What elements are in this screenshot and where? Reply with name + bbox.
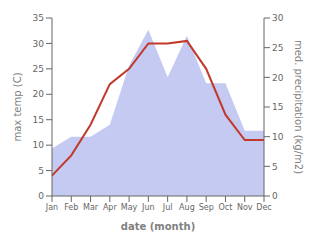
svg-text:5: 5 <box>272 162 278 172</box>
svg-text:30: 30 <box>272 13 284 23</box>
svg-text:25: 25 <box>33 64 44 74</box>
svg-text:Jun: Jun <box>141 203 155 212</box>
svg-text:35: 35 <box>33 13 44 23</box>
svg-text:5: 5 <box>38 166 44 176</box>
svg-text:Feb: Feb <box>64 203 78 212</box>
svg-text:20: 20 <box>272 73 284 83</box>
svg-text:0: 0 <box>38 191 44 201</box>
svg-text:30: 30 <box>33 39 45 49</box>
svg-text:Dec: Dec <box>256 203 271 212</box>
svg-text:Nov: Nov <box>237 203 253 212</box>
svg-text:Oct: Oct <box>219 203 233 212</box>
svg-text:Jan: Jan <box>45 203 58 212</box>
svg-text:max temp (C): max temp (C) <box>12 72 23 141</box>
svg-text:15: 15 <box>33 115 44 125</box>
svg-text:date (month): date (month) <box>121 221 195 232</box>
svg-text:15: 15 <box>272 102 283 112</box>
svg-text:med. precipitation (kg/m2): med. precipitation (kg/m2) <box>293 40 304 174</box>
svg-text:Jul: Jul <box>162 203 173 212</box>
svg-text:Aug: Aug <box>179 203 195 212</box>
svg-text:20: 20 <box>33 89 45 99</box>
svg-text:0: 0 <box>272 191 278 201</box>
svg-text:May: May <box>121 203 138 212</box>
svg-text:10: 10 <box>272 132 284 142</box>
svg-text:Mar: Mar <box>83 203 99 212</box>
svg-text:Sep: Sep <box>199 203 214 212</box>
svg-text:10: 10 <box>33 140 45 150</box>
svg-text:Apr: Apr <box>103 203 118 212</box>
svg-text:25: 25 <box>272 43 283 53</box>
